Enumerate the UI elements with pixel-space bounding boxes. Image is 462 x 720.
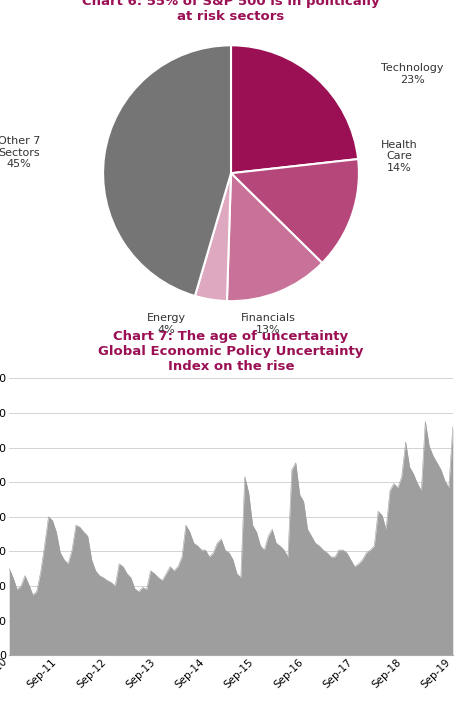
Text: Financials
13%: Financials 13% [241, 313, 296, 335]
Title: Chart 7: The age of uncertainty
Global Economic Policy Uncertainty
Index on the : Chart 7: The age of uncertainty Global E… [98, 330, 364, 373]
Text: Technology
23%: Technology 23% [381, 63, 444, 85]
Wedge shape [195, 174, 231, 301]
Wedge shape [231, 159, 359, 263]
Text: Health
Care
14%: Health Care 14% [381, 140, 418, 173]
Text: Energy
4%: Energy 4% [146, 313, 186, 335]
Text: Other 7
Sectors
45%: Other 7 Sectors 45% [0, 136, 40, 169]
Wedge shape [103, 45, 231, 296]
Title: Chart 6: 55% of S&P 500 is in politically
at risk sectors: Chart 6: 55% of S&P 500 is in politicall… [82, 0, 380, 24]
Wedge shape [227, 174, 322, 301]
Wedge shape [231, 45, 358, 174]
